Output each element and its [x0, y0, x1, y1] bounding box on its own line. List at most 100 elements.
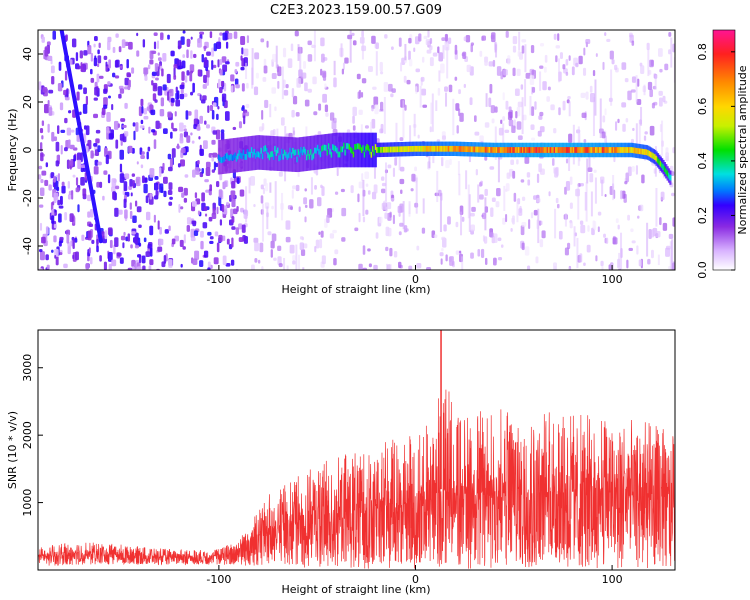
track-core	[616, 147, 620, 153]
track-core	[239, 152, 243, 159]
spectrogram-cell	[520, 225, 525, 236]
chart-title: C2E3.2023.159.00.57.G09	[270, 3, 442, 18]
spectrogram-cell	[204, 120, 207, 125]
spectrogram-cell	[203, 250, 209, 258]
spectrogram-cell	[458, 250, 462, 254]
spectrogram-cell	[189, 71, 193, 82]
spectrogram-cell	[444, 86, 448, 92]
spectrogram-cell	[585, 38, 591, 45]
spectrogram-cell	[158, 167, 162, 178]
spectrogram-streak	[573, 226, 576, 247]
track-core	[575, 147, 578, 153]
spectrogram-cell	[520, 179, 525, 183]
spectrogram-cell	[211, 212, 217, 219]
spectrogram-cell	[384, 212, 388, 219]
spectrogram-cell	[179, 93, 185, 100]
spectrogram-cell	[264, 99, 269, 108]
spectrogram-cell	[129, 202, 132, 210]
spectrogram-cell	[60, 199, 63, 205]
spectrogram-cell	[458, 108, 461, 117]
spectrogram-cell	[496, 187, 501, 197]
track-core	[544, 147, 547, 153]
spectrogram-cell	[636, 245, 639, 255]
track-core	[666, 170, 669, 177]
spectrogram-cell	[321, 53, 325, 63]
snr-frame	[37, 329, 676, 571]
spectrogram-cell	[317, 197, 322, 207]
spectrogram-streak	[281, 66, 284, 100]
spectrogram-cell	[176, 90, 180, 100]
spectrogram-cell	[131, 147, 135, 154]
spectrogram-cell	[94, 159, 99, 166]
spectrogram-cell	[318, 103, 322, 111]
spectrogram-cell	[361, 173, 364, 182]
spectrogram-cell	[240, 66, 245, 71]
spectrogram-cell	[134, 237, 138, 245]
track-core	[435, 145, 438, 152]
track-core	[312, 152, 316, 159]
track-core	[605, 147, 609, 153]
spectrogram-cell	[180, 159, 185, 167]
spectrogram-cell	[426, 49, 432, 54]
track-core	[574, 147, 577, 153]
track-core	[237, 153, 240, 160]
spectrogram-cell	[130, 244, 133, 249]
spectrogram-cell	[93, 143, 98, 147]
spectrogram-cell	[441, 157, 444, 167]
spectrogram-cell	[119, 88, 125, 94]
spectrogram-cell	[76, 91, 80, 101]
spectrogram-cell	[291, 189, 294, 199]
spectrogram-cell	[262, 77, 267, 82]
spectrogram-cell	[230, 85, 234, 93]
track-core	[294, 149, 298, 156]
spectrogram-cell	[103, 104, 108, 109]
spectrogram-cell	[111, 103, 114, 111]
track-core	[421, 145, 424, 152]
spectrogram-cell	[516, 121, 522, 130]
spectrogram-cell	[253, 237, 259, 243]
track-core	[563, 147, 566, 153]
track-core	[322, 144, 325, 151]
spectrogram-cell	[389, 211, 392, 218]
track-core	[341, 146, 344, 153]
track-core	[388, 146, 391, 153]
spectrogram-cell	[45, 226, 49, 235]
spectrogram-cell	[235, 61, 240, 67]
spectrogram-cell	[149, 168, 155, 178]
spectrogram-cell	[74, 238, 78, 243]
spectrogram-cell	[167, 111, 172, 118]
spectrogram-cell	[621, 102, 627, 108]
track-core	[447, 145, 450, 152]
track-core	[484, 146, 488, 153]
spectrogram-cell	[408, 50, 411, 61]
spectrogram-cell	[491, 118, 495, 124]
track-halo	[274, 136, 277, 171]
track-core	[651, 152, 654, 159]
track-core	[373, 149, 376, 156]
spectrogram-cell	[39, 204, 44, 208]
spectrogram-streak	[612, 175, 615, 201]
track-halo	[296, 137, 299, 173]
spectrogram-cell	[145, 251, 151, 258]
track-core	[607, 147, 610, 153]
spectrogram-cell	[569, 176, 573, 185]
spectrogram-cell	[168, 259, 173, 268]
spectrogram-cell	[586, 244, 591, 253]
spectrogram-cell	[603, 233, 606, 238]
track-core	[546, 147, 549, 153]
track-core	[512, 147, 515, 153]
spectrogram-cell	[303, 61, 307, 69]
spectrogram-cell	[177, 163, 181, 168]
spectrogram-cell	[320, 230, 324, 238]
spectrogram-cell	[114, 59, 119, 68]
track-core	[326, 149, 329, 156]
track-core	[618, 147, 621, 153]
spectrogram-cell	[167, 34, 170, 40]
spectrogram-cell	[201, 167, 204, 174]
spectrogram-streak	[497, 157, 500, 183]
track-core	[567, 147, 570, 153]
spectrogram-cell	[113, 269, 115, 270]
spectrogram-cell	[207, 105, 210, 113]
spectrogram-streak	[657, 254, 660, 266]
spectrogram-cell	[432, 52, 438, 57]
